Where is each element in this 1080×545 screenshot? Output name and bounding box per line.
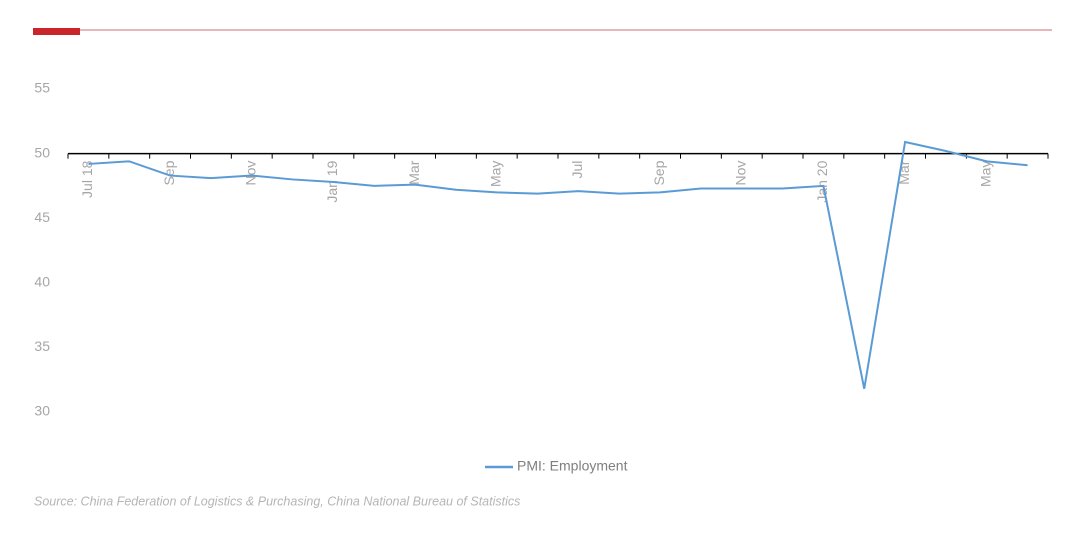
- legend-label: PMI: Employment: [517, 458, 628, 474]
- source-note: Source: China Federation of Logistics & …: [34, 494, 520, 508]
- header-accent: [33, 28, 80, 35]
- x-tick-label: Sep: [161, 160, 177, 185]
- y-tick-label: 30: [34, 403, 50, 419]
- y-tick-label: 45: [34, 209, 50, 225]
- x-tick-label: Jan 20: [814, 160, 830, 202]
- x-tick-label: May: [977, 161, 993, 187]
- x-tick-label: Sep: [651, 160, 667, 185]
- x-tick-label: Nov: [732, 161, 748, 186]
- x-tick-label: May: [487, 161, 503, 187]
- x-tick-label: Jul 18: [79, 160, 95, 198]
- y-tick-label: 50: [34, 144, 50, 160]
- x-tick-label: Jul: [569, 161, 585, 179]
- y-tick-label: 55: [34, 80, 50, 96]
- x-tick-label: Nov: [242, 161, 258, 186]
- data-line: [88, 140, 1028, 389]
- y-tick-label: 35: [34, 338, 50, 354]
- x-tick-label: Mar: [406, 160, 422, 184]
- y-tick-label: 40: [34, 274, 50, 290]
